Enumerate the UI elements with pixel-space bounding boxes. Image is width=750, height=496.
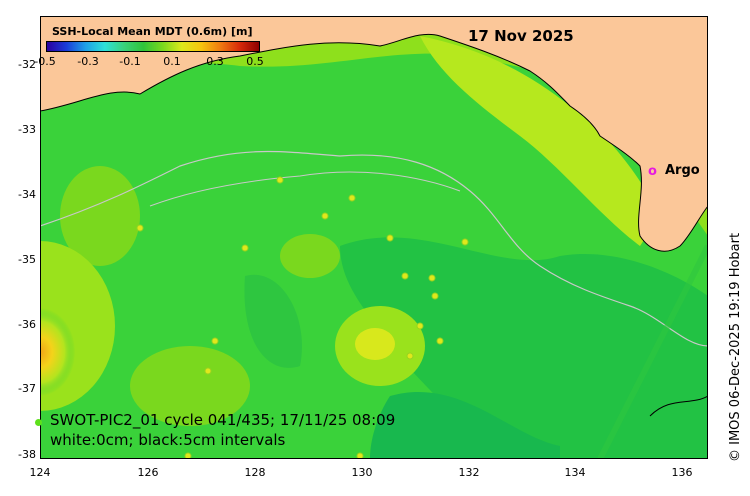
argo-float (461, 238, 469, 246)
y-tick-label: -35 (18, 253, 36, 266)
x-tick-label: 126 (137, 466, 159, 479)
low-ssh-region (340, 237, 708, 459)
argo-float (386, 234, 394, 242)
colorbar-tick: -0.1 (119, 55, 141, 68)
argo-float (431, 292, 439, 300)
argo-float (348, 194, 356, 202)
argo-float (204, 367, 212, 375)
colorbar-title: SSH-Local Mean MDT (0.6m) [m] (52, 25, 253, 38)
land-mass (40, 16, 708, 252)
argo-legend-marker: o (648, 164, 657, 179)
y-tick-label: -33 (18, 123, 36, 136)
y-tick-label: -34 (18, 188, 36, 201)
low-ssh-region-south (370, 391, 560, 459)
argo-float (321, 212, 329, 220)
swot-track-dot-icon (35, 419, 42, 426)
contour-0cm-2 (149, 171, 461, 207)
swot-track (597, 244, 708, 459)
x-tick-label: 134 (564, 466, 586, 479)
argo-float (136, 224, 144, 232)
argo-float (211, 337, 219, 345)
argo-float (184, 452, 192, 459)
argo-float (241, 244, 249, 252)
imos-credit: © IMOS 06-Dec-2025 19:19 Hobart (728, 232, 743, 462)
south-eddy (130, 346, 250, 426)
colorbar-tick: 0.3 (206, 55, 224, 68)
x-tick-label: 128 (244, 466, 266, 479)
x-tick-label: 136 (671, 466, 693, 479)
eddy-core (355, 328, 395, 360)
map-border (40, 16, 708, 459)
low-ssh-region-west (244, 274, 302, 368)
y-tick-label: -32 (18, 58, 36, 71)
mid-eddy (280, 234, 340, 278)
argo-float (436, 337, 444, 345)
colorbar-tick: 0.5 (246, 55, 264, 68)
x-tick-label: 132 (458, 466, 480, 479)
swot-caption-line1: SWOT-PIC2_01 cycle 041/435; 17/11/25 08:… (50, 411, 396, 429)
x-tick-label: 130 (351, 466, 373, 479)
map-date: 17 Nov 2025 (468, 27, 574, 45)
x-tick-label: 124 (29, 466, 51, 479)
ssh-map (40, 16, 708, 459)
argo-float (416, 322, 424, 330)
contour-5cm (649, 395, 708, 417)
colorbar-tick: -0.5 (34, 55, 56, 68)
argo-float (401, 272, 409, 280)
y-tick-label: -36 (18, 318, 36, 331)
argo-legend-label: Argo (665, 163, 700, 178)
colorbar-tick: -0.3 (77, 55, 99, 68)
colorbar-tick: 0.1 (163, 55, 181, 68)
argo-float (356, 452, 364, 459)
argo-floats (136, 176, 469, 459)
coastal-high-ssh (420, 36, 660, 246)
contour-0cm (40, 150, 708, 347)
y-tick-label: -38 (18, 448, 36, 461)
argo-float (428, 274, 436, 282)
colorbar (46, 41, 260, 52)
y-tick-label: -37 (18, 382, 36, 395)
argo-float (406, 352, 414, 360)
argo-float (276, 176, 284, 184)
swot-caption-line2: white:0cm; black:5cm intervals (50, 431, 286, 449)
